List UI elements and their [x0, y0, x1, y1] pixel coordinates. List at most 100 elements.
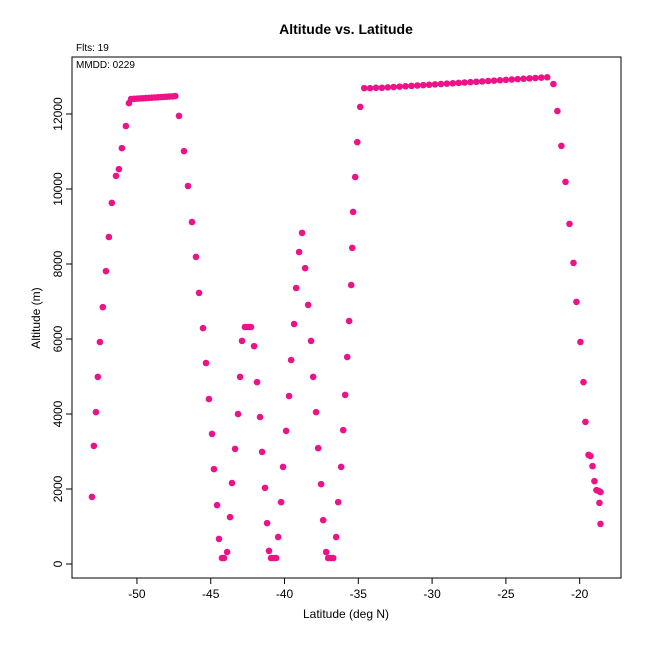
point: [238, 337, 246, 345]
point: [596, 499, 603, 507]
point: [334, 498, 342, 506]
point: [570, 259, 577, 267]
point: [172, 92, 179, 100]
point: [508, 76, 516, 83]
point: [543, 73, 551, 81]
point: [90, 442, 98, 450]
point: [532, 74, 539, 82]
point: [589, 462, 596, 470]
point: [431, 81, 439, 88]
point: [455, 79, 462, 87]
point: [108, 199, 116, 207]
point: [234, 410, 242, 418]
point: [226, 513, 234, 521]
point: [88, 493, 96, 501]
plot-frame: [71, 56, 622, 579]
x-tick-label: -45: [202, 587, 220, 601]
point: [277, 498, 285, 506]
point: [496, 76, 504, 84]
point: [467, 78, 474, 86]
point: [118, 144, 126, 152]
point: [292, 284, 300, 292]
point: [473, 78, 480, 86]
point: [402, 82, 409, 90]
point: [220, 554, 228, 562]
point: [319, 516, 327, 524]
point: [253, 378, 261, 386]
y-tick-label: 0: [51, 560, 65, 567]
x-tick-label: -50: [128, 587, 146, 601]
point: [353, 138, 361, 146]
point: [520, 75, 527, 83]
point: [261, 484, 269, 492]
point: [94, 373, 102, 381]
point: [550, 80, 557, 88]
point: [208, 430, 216, 438]
point: [414, 82, 421, 89]
point: [396, 83, 403, 90]
point: [591, 477, 598, 485]
point: [558, 142, 565, 150]
point: [279, 463, 287, 471]
point: [356, 103, 364, 111]
point: [265, 547, 273, 555]
point: [348, 244, 356, 252]
point: [258, 448, 266, 456]
point: [272, 554, 280, 562]
point: [228, 479, 236, 487]
point: [390, 83, 398, 91]
point: [195, 289, 203, 297]
point: [231, 445, 239, 453]
point: [102, 267, 110, 275]
point: [247, 323, 255, 331]
point: [309, 373, 317, 381]
point: [343, 353, 351, 361]
point: [351, 173, 359, 181]
x-tick-label: -25: [497, 587, 515, 601]
point: [366, 84, 374, 92]
point: [461, 79, 468, 86]
point: [582, 418, 589, 426]
point: [312, 408, 320, 416]
point: [285, 392, 293, 400]
point: [188, 218, 196, 226]
point: [263, 519, 271, 527]
point: [256, 413, 264, 421]
point: [349, 208, 357, 216]
point: [115, 165, 123, 173]
annotation: MMDD: 0229: [76, 60, 135, 71]
point: [122, 122, 130, 130]
point: [112, 172, 120, 180]
point: [526, 75, 533, 82]
point: [184, 182, 192, 190]
x-tick-label: -30: [423, 587, 441, 601]
point: [322, 548, 330, 556]
point: [372, 84, 380, 92]
point: [290, 320, 298, 328]
point: [332, 533, 340, 541]
point: [502, 76, 510, 84]
point: [577, 338, 584, 346]
point: [443, 80, 451, 87]
point: [562, 178, 569, 186]
y-tick-label: 2000: [51, 475, 65, 502]
point: [478, 78, 486, 85]
point: [419, 81, 427, 89]
point: [566, 220, 573, 228]
point: [92, 408, 100, 416]
point: [304, 301, 312, 309]
point: [341, 391, 349, 399]
point: [307, 337, 315, 345]
point: [99, 303, 107, 311]
point: [301, 264, 309, 272]
point: [202, 359, 210, 367]
chart-title: Altitude vs. Latitude: [279, 21, 413, 37]
point: [223, 548, 231, 556]
point: [538, 74, 545, 81]
point: [295, 248, 303, 256]
point: [192, 253, 200, 261]
point: [484, 77, 492, 85]
point: [215, 535, 223, 543]
point: [274, 533, 282, 541]
point: [347, 281, 355, 289]
